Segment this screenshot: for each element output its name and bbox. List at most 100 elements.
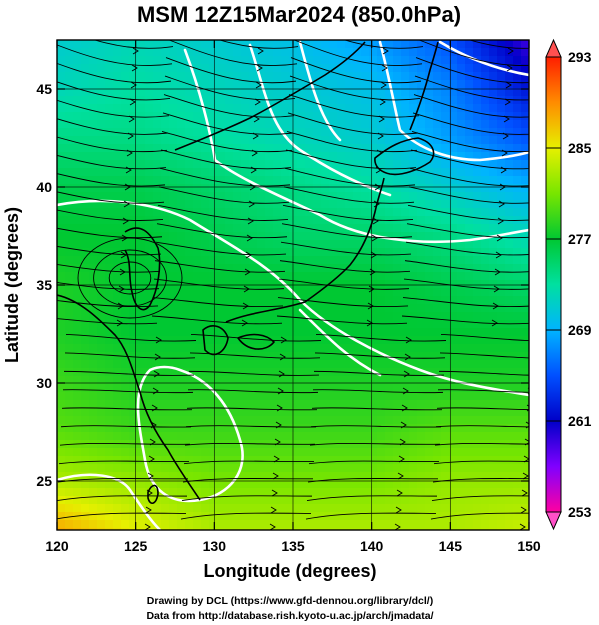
temperature-cell <box>457 280 466 289</box>
temperature-cell <box>249 272 258 281</box>
temperature-cell <box>521 400 529 409</box>
temperature-cell <box>425 360 434 369</box>
temperature-cell <box>409 304 418 313</box>
temperature-cell <box>513 128 522 137</box>
temperature-cell <box>281 360 290 369</box>
temperature-cell <box>449 424 458 433</box>
temperature-cell <box>385 40 394 49</box>
temperature-cell <box>481 416 490 425</box>
temperature-cell <box>137 400 146 409</box>
temperature-cell <box>329 80 338 89</box>
temperature-cell <box>417 336 426 345</box>
temperature-cell <box>217 520 226 529</box>
temperature-cell <box>377 464 386 473</box>
temperature-cell <box>97 464 106 473</box>
temperature-cell <box>185 448 194 457</box>
temperature-cell <box>217 176 226 185</box>
temperature-cell <box>169 520 178 529</box>
temperature-cell <box>73 200 82 209</box>
temperature-cell <box>161 64 170 73</box>
temperature-cell <box>153 288 162 297</box>
temperature-cell <box>265 464 274 473</box>
temperature-cell <box>393 424 402 433</box>
temperature-cell <box>241 496 250 505</box>
temperature-cell <box>209 312 218 321</box>
temperature-cell <box>417 168 426 177</box>
colorbar-tick-label: 277 <box>568 231 592 247</box>
temperature-cell <box>473 112 482 121</box>
temperature-cell <box>489 480 498 489</box>
streamline <box>307 478 439 483</box>
temperature-cell <box>297 448 306 457</box>
temperature-cell <box>505 48 514 57</box>
temperature-cell <box>345 520 354 529</box>
temperature-cell <box>337 312 346 321</box>
temperature-cell <box>185 488 194 497</box>
temperature-cell <box>353 408 362 417</box>
temperature-cell <box>209 384 218 393</box>
temperature-cell <box>513 104 522 113</box>
temperature-cell <box>137 456 146 465</box>
temperature-cell <box>385 104 394 113</box>
contour-line <box>298 40 342 142</box>
temperature-cell <box>57 208 66 217</box>
temperature-cell <box>361 304 370 313</box>
temperature-cell <box>353 480 362 489</box>
temperature-cell <box>113 440 122 449</box>
temperature-cell <box>169 360 178 369</box>
temperature-cell <box>145 224 154 233</box>
temperature-cell <box>329 408 338 417</box>
temperature-cell <box>273 328 282 337</box>
streamline-arrow <box>521 489 528 497</box>
temperature-cell <box>217 344 226 353</box>
temperature-cell <box>257 288 266 297</box>
temperature-cell <box>249 472 258 481</box>
temperature-cell <box>489 216 498 225</box>
temperature-cell <box>257 200 266 209</box>
temperature-cell <box>401 200 410 209</box>
streamline <box>276 315 408 325</box>
temperature-cell <box>121 344 130 353</box>
temperature-cell <box>505 512 514 521</box>
temperature-cell <box>361 344 370 353</box>
temperature-cell <box>425 376 434 385</box>
temperature-cell <box>313 512 322 521</box>
temperature-cell <box>145 408 154 417</box>
temperature-cell <box>273 528 282 530</box>
temperature-cell <box>361 488 370 497</box>
temperature-cell <box>73 496 82 505</box>
streamline-arrow <box>123 200 130 208</box>
temperature-cell <box>393 200 402 209</box>
temperature-cell <box>169 152 178 161</box>
temperature-cell <box>465 216 474 225</box>
temperature-cell <box>425 512 434 521</box>
temperature-cell <box>329 88 338 97</box>
temperature-cell <box>297 400 306 409</box>
temperature-cell <box>265 392 274 401</box>
temperature-cell <box>321 448 330 457</box>
temperature-cell <box>313 472 322 481</box>
temperature-cell <box>201 296 210 305</box>
temperature-cell <box>73 480 82 489</box>
credit-drawing: Drawing by DCL (https://www.gfd-dennou.o… <box>147 595 433 607</box>
temperature-cell <box>161 504 170 513</box>
streamline-arrow <box>503 115 510 123</box>
temperature-cell <box>249 376 258 385</box>
temperature-cell <box>409 496 418 505</box>
temperature-cell <box>449 240 458 249</box>
temperature-cell <box>417 400 426 409</box>
temperature-cell <box>481 496 490 505</box>
temperature-cell <box>105 208 114 217</box>
temperature-cell <box>321 216 330 225</box>
temperature-cell <box>281 176 290 185</box>
temperature-cell <box>449 368 458 377</box>
temperature-cell <box>73 416 82 425</box>
temperature-cell <box>337 488 346 497</box>
temperature-cell <box>105 192 114 201</box>
temperature-cell <box>169 120 178 129</box>
temperature-cell <box>305 280 314 289</box>
temperature-cell <box>457 504 466 513</box>
temperature-cell <box>457 512 466 521</box>
temperature-cell <box>73 344 82 353</box>
temperature-cell <box>497 496 506 505</box>
